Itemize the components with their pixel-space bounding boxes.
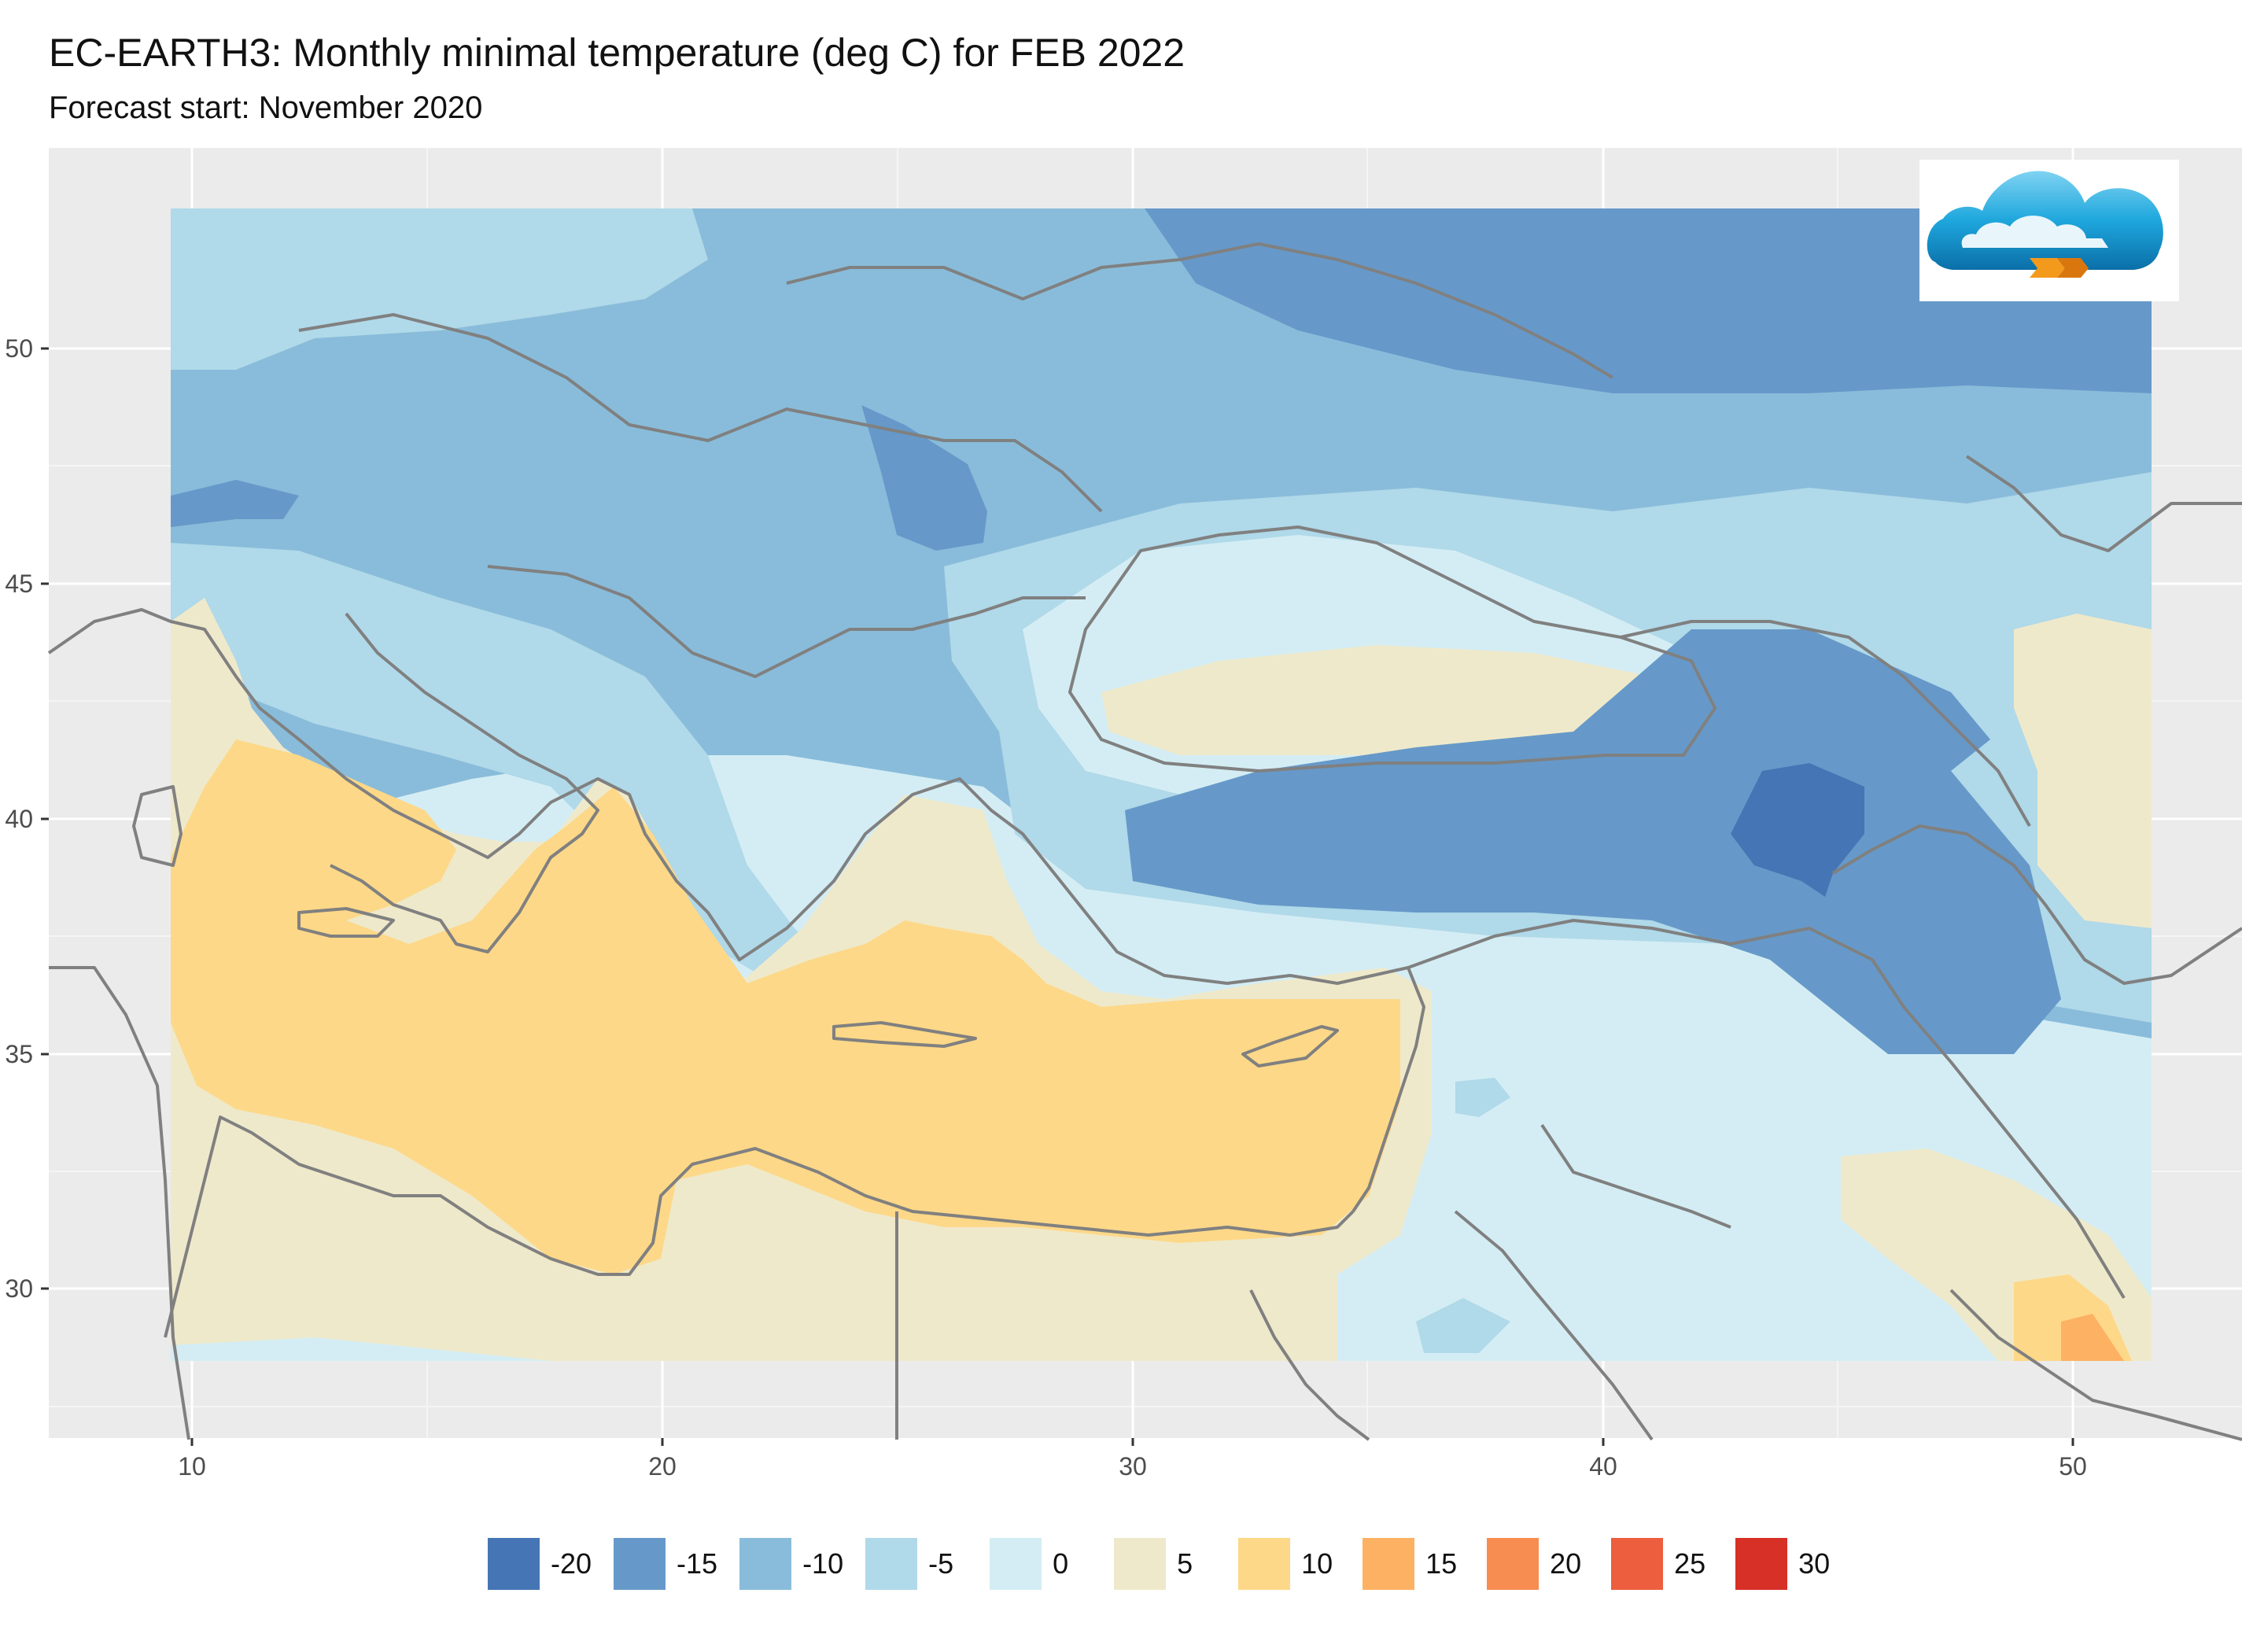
border-anatolia-south [1407,919,2126,1300]
legend-item: 25 [1611,1538,1713,1590]
ten-band-mediterranean [171,739,1400,1274]
legend-label: -10 [802,1547,844,1580]
legend-swatch [1114,1538,1167,1590]
legend-swatch [865,1538,918,1590]
legend-item: -10 [739,1538,843,1590]
legend-item: -20 [488,1538,592,1590]
coastline-africa [164,1115,1355,1338]
legend-label: 5 [1177,1547,1193,1580]
coastline-italy [330,612,599,953]
coastline-cyprus [1241,1025,1339,1068]
y-tick-label: 30 [5,1274,33,1303]
border-iberia-east [49,966,190,1440]
legend-swatch [1487,1538,1540,1590]
y-tick-label: 45 [5,570,33,598]
legend-swatch [990,1538,1042,1590]
legend-swatch [488,1538,540,1590]
border-caspian [1965,455,2242,552]
legend-swatch [614,1538,666,1590]
border-syria-iraq [1540,1123,1731,1229]
fifteen-band-gulf [2061,1314,2124,1361]
y-tick-label: 50 [5,334,33,363]
legend-item: 10 [1238,1538,1340,1590]
border-eastern-europe [786,242,1614,379]
coastline-sicily [297,907,395,938]
y-tick-label: 35 [5,1040,33,1068]
coastline-blacksea [1068,525,1717,773]
axis-ticks [41,347,2074,1446]
minus15-carpathians [861,405,987,551]
border-arabia [1454,1210,1654,1441]
legend-item: 0 [990,1538,1092,1590]
chart-title: EC-EARTH3: Monthly minimal temperature (… [49,31,1186,75]
legend-item: 15 [1363,1538,1465,1590]
legend-swatch [1611,1538,1664,1590]
five-band-caspian [2014,614,2152,928]
minus15-north [1145,208,2152,393]
legend-swatch [1363,1538,1415,1590]
legend-item: 5 [1114,1538,1216,1590]
legend-label: 25 [1674,1547,1706,1580]
coastline-sardinia [132,785,183,867]
border-central-europe [298,313,1103,513]
legend-swatch [1238,1538,1291,1590]
legend-label: -20 [551,1547,592,1580]
legend-label: -5 [928,1547,954,1580]
legend-label: 30 [1798,1547,1831,1580]
minus20-core [1731,763,1864,897]
x-tick-label: 50 [2059,1452,2087,1481]
coastline-gulf [1949,1289,2242,1441]
coastline-red-sea [1249,1289,1370,1441]
coastline-europe [47,608,1425,1213]
legend-label: 15 [1425,1547,1458,1580]
legend-label: 0 [1053,1547,1069,1580]
minus5-patch-levant [1455,1078,1510,1117]
minus15-anatolia [1125,629,2061,1054]
x-tick-label: 40 [1589,1452,1617,1481]
legend: -20 -15 -10 -5 0 5 10 15 20 25 30 [488,1538,1860,1590]
y-tick-label: 40 [5,805,33,833]
border-iran [1831,824,2242,985]
x-tick-label: 30 [1119,1452,1147,1481]
cloud-logo-icon [1919,160,2179,301]
legend-item: -5 [865,1538,968,1590]
legend-label: 20 [1550,1547,1582,1580]
legend-item: 30 [1735,1538,1838,1590]
legend-item: -15 [614,1538,717,1590]
minus5-patch-sinai [1416,1298,1510,1353]
legend-item: 20 [1487,1538,1589,1590]
chart-subtitle: Forecast start: November 2020 [49,90,483,125]
border-balkans [487,565,1086,678]
legend-swatch [1735,1538,1788,1590]
coastline-crete [832,1021,977,1048]
legend-swatch [739,1538,792,1590]
legend-label: 10 [1301,1547,1333,1580]
x-tick-label: 10 [178,1452,206,1481]
x-tick-label: 20 [648,1452,677,1481]
border-caucasus [1620,620,2031,827]
country-borders [47,242,2242,1441]
temperature-field [171,208,2152,1361]
legend-label: -15 [677,1547,718,1580]
minus15-alps [171,480,299,527]
five-band-blacksea [1101,645,1676,755]
